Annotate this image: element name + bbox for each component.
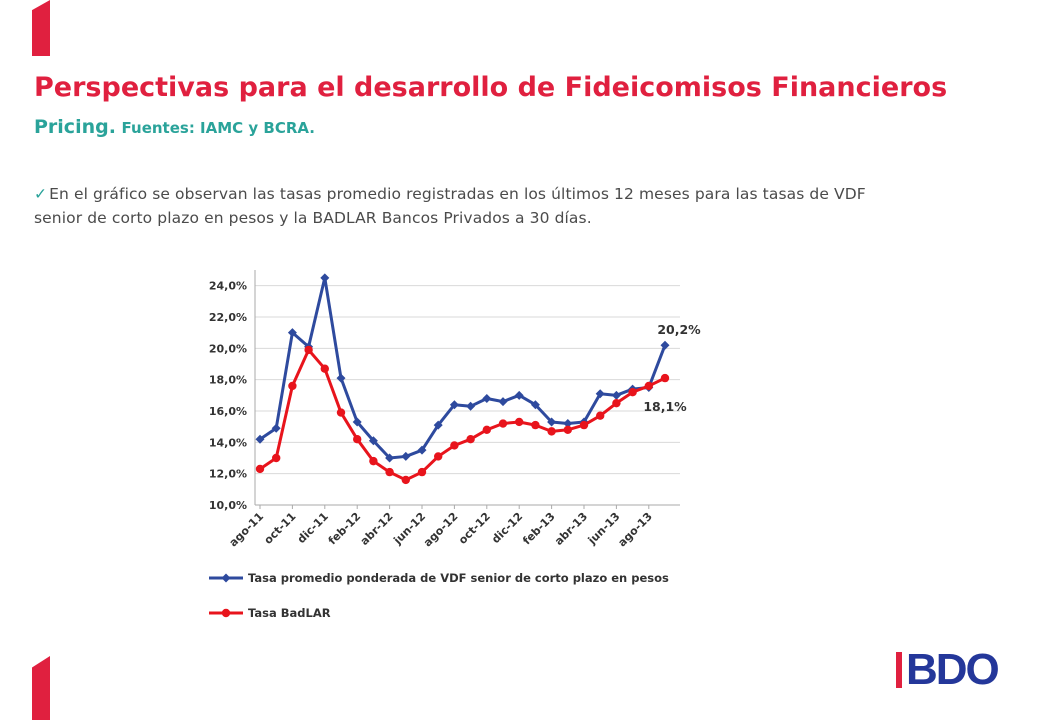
x-tick-label: oct-12 bbox=[456, 510, 493, 547]
series-badlar-point bbox=[353, 435, 362, 444]
logo-text: BDO bbox=[906, 645, 1000, 694]
subtitle-sources: Fuentes: IAMC y BCRA. bbox=[121, 119, 315, 137]
series-vdf-point bbox=[595, 389, 605, 399]
y-tick-label: 24,0% bbox=[209, 280, 247, 293]
series-badlar-point bbox=[288, 381, 297, 391]
series-vdf-point bbox=[368, 436, 378, 446]
series-badlar-point bbox=[450, 441, 459, 450]
series-vdf-point bbox=[563, 419, 573, 429]
series-vdf-point bbox=[417, 445, 427, 455]
series-badlar-point bbox=[320, 364, 329, 373]
legend-marker-1 bbox=[221, 608, 231, 618]
y-tick-label: 14,0% bbox=[209, 436, 247, 449]
x-tick-label: oct-11 bbox=[262, 510, 299, 547]
series-badlar-point bbox=[369, 456, 378, 466]
series-badlar-point bbox=[596, 411, 605, 420]
series-badlar-point bbox=[531, 420, 540, 430]
y-tick-label: 10,0% bbox=[209, 499, 247, 512]
legend-label-0: Tasa promedio ponderada de VDF senior de… bbox=[248, 571, 669, 585]
bullet-body: En el gráfico se observan las tasas prom… bbox=[34, 185, 866, 227]
series-badlar-point bbox=[563, 425, 572, 434]
series-badlar-point bbox=[660, 373, 670, 383]
series-vdf-point bbox=[336, 373, 346, 383]
series-badlar-point bbox=[515, 417, 524, 427]
series-vdf-line bbox=[259, 276, 667, 460]
line-chart: 10,0% 12,0% 14,0% 16,0% 18,0% 20,0% 22,0% 24,0%… bbox=[209, 270, 701, 620]
series-badlar-point bbox=[304, 345, 313, 355]
series-vdf-point bbox=[271, 423, 281, 433]
series-vdf-point bbox=[255, 434, 265, 444]
y-tick-label: 12,0% bbox=[209, 468, 247, 481]
y-tick-label: 16,0% bbox=[209, 405, 247, 418]
page-title: Perspectivas para el desarrollo de Fidei… bbox=[34, 72, 948, 103]
x-tick-label: ago-12 bbox=[421, 510, 460, 549]
x-tick-label: ago-11 bbox=[227, 510, 266, 549]
x-tick-label: abr-13 bbox=[552, 510, 590, 548]
series-badlar-point bbox=[644, 381, 653, 391]
series-badlar-point bbox=[401, 475, 410, 485]
page-subtitle: Pricing. Fuentes: IAMC y BCRA. bbox=[34, 116, 315, 138]
series-badlar-point bbox=[612, 398, 621, 408]
bullet-text: ✓ En el gráfico se observan las tasas pro… bbox=[34, 182, 904, 230]
series-vdf-point bbox=[287, 328, 297, 338]
series-vdf-point bbox=[547, 417, 557, 427]
series-vdf-point bbox=[401, 451, 411, 461]
legend-marker-0 bbox=[221, 573, 231, 583]
end-label-badlar: 18,1% bbox=[643, 399, 687, 414]
series-badlar-point bbox=[417, 467, 427, 477]
series-vdf-point bbox=[514, 390, 524, 400]
series-badlar-point bbox=[628, 388, 637, 397]
series-vdf-point bbox=[433, 420, 443, 430]
accent-bar-top bbox=[32, 0, 50, 56]
series-badlar-point bbox=[336, 408, 346, 417]
x-tick-label: abr-12 bbox=[358, 510, 396, 548]
series-vdf-point bbox=[611, 390, 621, 400]
x-tick-label: feb-13 bbox=[520, 510, 557, 547]
series-vdf-point bbox=[320, 273, 330, 283]
x-tick-label: feb-12 bbox=[326, 510, 363, 547]
y-tick-label: 18,0% bbox=[209, 374, 247, 387]
x-tick-label: ago-13 bbox=[616, 510, 655, 549]
series-badlar-point bbox=[272, 453, 281, 463]
logo-bar bbox=[896, 652, 902, 688]
series-badlar-point bbox=[579, 420, 589, 430]
series-badlar-point bbox=[547, 427, 556, 436]
series-badlar-point bbox=[482, 425, 491, 434]
accent-bar-bottom bbox=[32, 656, 50, 720]
check-icon: ✓ bbox=[34, 185, 48, 203]
series-vdf-point bbox=[660, 340, 670, 350]
series-badlar-point bbox=[385, 467, 394, 477]
subtitle-pricing: Pricing. bbox=[34, 116, 116, 138]
legend-label-1: Tasa BadLAR bbox=[248, 606, 331, 620]
y-tick-label: 22,0% bbox=[209, 311, 247, 324]
series-vdf-point bbox=[449, 400, 459, 410]
series-badlar-point bbox=[466, 435, 475, 444]
series-vdf-point bbox=[498, 397, 508, 407]
series-badlar-point bbox=[255, 464, 265, 474]
series-vdf-point bbox=[385, 453, 395, 463]
series-vdf-point bbox=[482, 393, 492, 403]
series-badlar-point bbox=[434, 452, 443, 461]
series-badlar-point bbox=[498, 419, 508, 428]
series-vdf-point bbox=[466, 401, 476, 411]
y-tick-label: 20,0% bbox=[209, 342, 247, 355]
x-tick-label: dic-11 bbox=[295, 510, 331, 546]
end-label-vdf: 20,2% bbox=[657, 322, 701, 337]
series-vdf-point bbox=[530, 400, 540, 410]
x-tick-label: dic-12 bbox=[489, 510, 525, 546]
series-vdf-point bbox=[352, 417, 362, 427]
